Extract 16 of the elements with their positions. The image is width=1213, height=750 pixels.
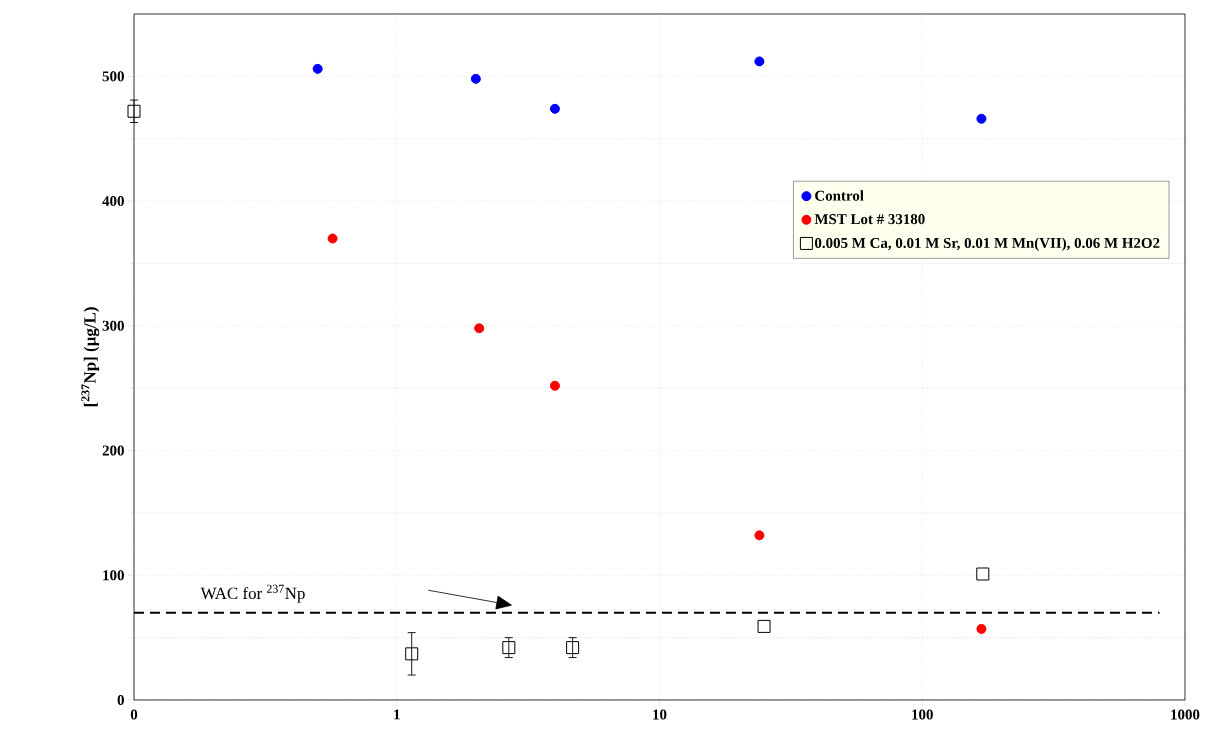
- x-tick-label: 100: [912, 709, 933, 720]
- x-tick-label: 10: [653, 709, 667, 720]
- x-tick-label: 0: [130, 709, 138, 720]
- x-tick-label: 1000: [1171, 709, 1200, 720]
- y-tick-label: 500: [102, 71, 124, 82]
- x-tick-label: 1: [394, 709, 400, 720]
- y-tick-label: 400: [102, 196, 124, 207]
- legend-label: Control: [815, 190, 864, 201]
- ref-line-label: WAC for $^{237}$Np: [200, 584, 305, 603]
- legend-label: 0.005 M Ca, 0.01 M Sr, 0.01 M Mn(VII), 0.06 M H2O2: [814, 237, 1160, 252]
- legend-label: MST Lot # 33180: [814, 214, 925, 225]
- y-tick-label: 0: [117, 694, 124, 706]
- y-tick-label: 100: [103, 570, 124, 581]
- y-tick-label: 200: [102, 445, 124, 456]
- y-axis-title: [$^{237}$Np] (µg/L): [81, 307, 100, 407]
- y-tick-label: 300: [102, 320, 124, 331]
